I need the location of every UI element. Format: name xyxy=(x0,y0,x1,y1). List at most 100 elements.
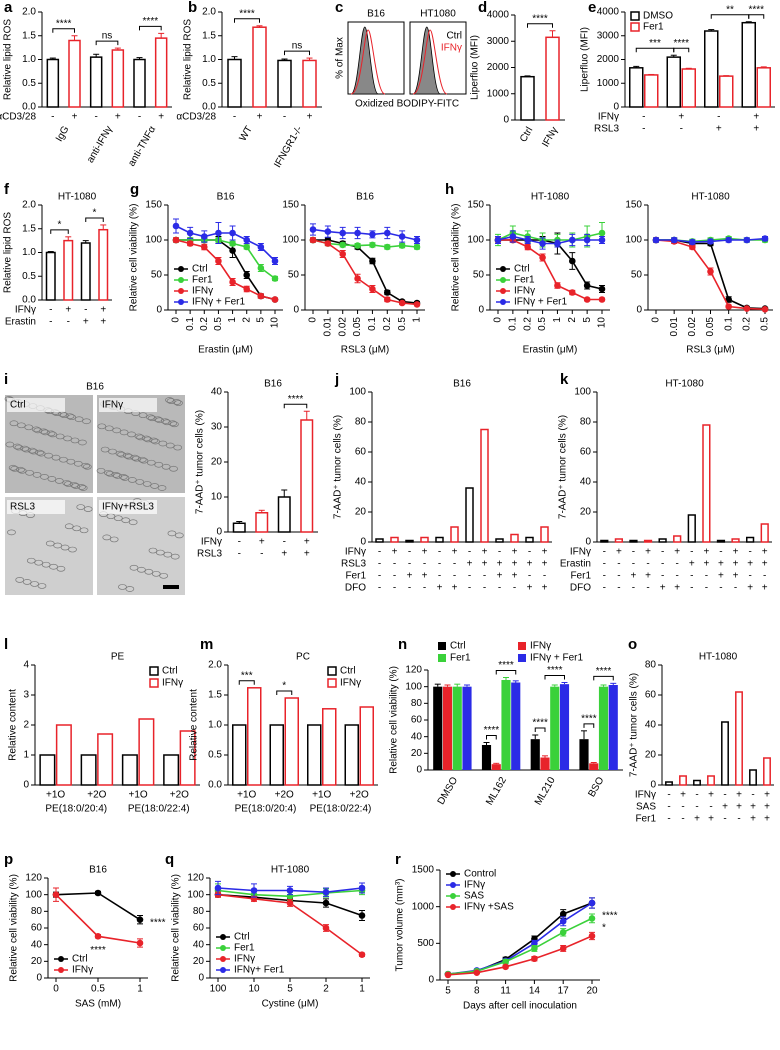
significance-bracket xyxy=(748,14,765,19)
condition-sign: - xyxy=(681,814,684,825)
y-tick-label: 60 xyxy=(355,447,367,458)
data-point xyxy=(229,247,236,254)
condition-sign: - xyxy=(408,547,411,558)
legend-swatch xyxy=(220,967,226,973)
bar xyxy=(111,49,125,108)
label-bg xyxy=(7,500,65,514)
y-tick-label: 3 xyxy=(23,690,29,701)
condition-sign: + xyxy=(527,583,533,594)
condition-sign: - xyxy=(603,571,606,582)
cell xyxy=(64,523,74,530)
group-label: WT xyxy=(238,124,255,143)
bar xyxy=(80,242,91,301)
label-bg xyxy=(7,398,65,412)
condition-sign: - xyxy=(438,559,441,570)
y-tick-label: 1000 xyxy=(487,88,510,99)
data-point xyxy=(588,915,596,922)
data-point xyxy=(598,296,606,303)
y-axis-label: Relative lipid ROS xyxy=(3,212,14,293)
y-tick-label: 1000 xyxy=(412,901,435,912)
condition-sign: - xyxy=(603,583,606,594)
x-tick-label: 0.05 xyxy=(352,317,363,337)
data-point xyxy=(598,229,606,237)
x-tick-label: ML162 xyxy=(484,775,509,807)
bar xyxy=(540,757,550,770)
data-point xyxy=(413,243,421,251)
condition-sign: - xyxy=(94,112,97,123)
bar xyxy=(735,691,743,786)
bar xyxy=(716,539,726,543)
data-point xyxy=(689,243,696,251)
bar xyxy=(643,539,653,543)
x-tick-label: 0 xyxy=(171,317,182,323)
legend-swatch xyxy=(438,654,446,662)
y-tick-label: 0.0 xyxy=(22,102,36,113)
data-point xyxy=(354,275,361,282)
bar xyxy=(307,724,322,786)
cell xyxy=(167,530,177,537)
data-point xyxy=(652,236,660,244)
panel-letter: g xyxy=(130,181,139,198)
legend-label: Ctrl xyxy=(192,264,208,275)
condition-sign: - xyxy=(233,112,236,123)
condition-sign: - xyxy=(67,317,70,328)
y-tick-label: 0 xyxy=(293,305,299,316)
data-point xyxy=(509,233,517,240)
condition-sign: + xyxy=(542,547,548,558)
significance-label: **** xyxy=(498,660,514,671)
significance-label: **** xyxy=(748,4,764,15)
y-axis-label: Relative content xyxy=(8,689,19,761)
condition-label: αCD3/28 xyxy=(176,112,216,123)
x-tick-label: IFNγ xyxy=(540,125,560,149)
x-tick-label: 0.02 xyxy=(687,317,698,337)
legend-swatch xyxy=(450,893,456,899)
bar xyxy=(420,536,429,543)
condition-sign: - xyxy=(676,559,679,570)
data-point xyxy=(524,243,532,251)
bar xyxy=(520,75,535,121)
y-tick-label: 40 xyxy=(193,939,205,950)
bar xyxy=(45,251,56,301)
cell xyxy=(9,420,19,427)
bar xyxy=(121,754,138,786)
condition-label: RSL3 xyxy=(341,559,366,570)
bar xyxy=(481,745,492,770)
data-point xyxy=(339,241,347,249)
condition-sign: - xyxy=(543,571,546,582)
bar xyxy=(749,769,757,786)
significance-bracket xyxy=(85,217,104,222)
panel-letter: e xyxy=(588,0,596,16)
cell xyxy=(102,534,112,541)
data-point xyxy=(598,236,606,244)
bar xyxy=(707,775,715,786)
data-point xyxy=(494,236,502,244)
cell xyxy=(5,441,15,448)
data-point xyxy=(229,229,236,237)
y-tick-label: 100 xyxy=(145,235,162,246)
significance-label: * xyxy=(602,923,606,934)
significance-label: **** xyxy=(239,8,255,19)
condition-sign: + xyxy=(674,583,680,594)
data-point xyxy=(243,243,251,251)
condition-label: IFNγ xyxy=(635,790,656,801)
y-tick-label: 30 xyxy=(211,422,223,433)
condition-sign: + xyxy=(631,571,637,582)
condition-sign: - xyxy=(737,814,740,825)
legend-label: IFNγ +SAS xyxy=(464,902,514,913)
chart-title: HT-1080 xyxy=(531,192,570,203)
condition-sign: - xyxy=(51,112,54,123)
condition-sign: + xyxy=(674,547,680,558)
x-tick-label: 0 xyxy=(493,317,504,323)
chart-title: B16 xyxy=(367,9,385,20)
chart-title: HT-1080 xyxy=(271,865,310,876)
condition-sign: - xyxy=(49,317,52,328)
significance-label: ** xyxy=(726,4,734,15)
condition-sign: + xyxy=(304,537,310,548)
data-point xyxy=(588,899,596,907)
condition-sign: - xyxy=(603,559,606,570)
group-label: PE(18:0/22:4) xyxy=(310,804,372,815)
legend-swatch xyxy=(518,654,526,662)
x-tick-label: +1O xyxy=(312,790,331,801)
bar xyxy=(284,697,299,786)
legend-swatch xyxy=(500,277,506,283)
